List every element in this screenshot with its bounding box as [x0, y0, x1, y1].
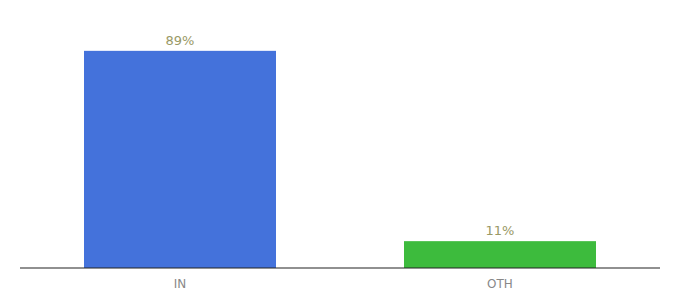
x-axis: IN OTH — [174, 277, 513, 291]
bar — [84, 51, 276, 268]
x-axis-line — [20, 267, 660, 268]
data-labels: 89% 11% — [166, 33, 515, 238]
x-tick-label: OTH — [487, 277, 513, 291]
chart-container: 89% 11% IN OTH — [0, 0, 680, 300]
x-tick-label: IN — [174, 277, 187, 291]
bar — [404, 241, 596, 268]
chart: 89% 11% IN OTH — [0, 0, 680, 300]
data-label: 11% — [486, 223, 515, 238]
data-label: 89% — [166, 33, 195, 48]
bars — [84, 51, 596, 268]
